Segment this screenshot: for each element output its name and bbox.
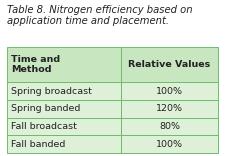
Text: Time and
Method: Time and Method: [11, 55, 60, 74]
Bar: [7, 82, 121, 100]
Text: Relative Values: Relative Values: [128, 60, 211, 69]
Text: 120%: 120%: [156, 104, 183, 113]
Text: Table 8. Nitrogen efficiency based on
application time and placement.: Table 8. Nitrogen efficiency based on ap…: [7, 5, 192, 26]
Text: Spring banded: Spring banded: [11, 104, 80, 113]
Bar: [121, 82, 218, 100]
Bar: [121, 47, 218, 82]
Bar: [7, 100, 121, 117]
Bar: [7, 47, 121, 82]
Bar: [121, 117, 218, 135]
Bar: [7, 135, 121, 153]
Bar: [7, 117, 121, 135]
Text: Fall banded: Fall banded: [11, 139, 65, 149]
Text: Spring broadcast: Spring broadcast: [11, 86, 92, 95]
Bar: [121, 135, 218, 153]
Text: Fall broadcast: Fall broadcast: [11, 122, 77, 131]
Bar: [121, 100, 218, 117]
Text: 100%: 100%: [156, 86, 183, 95]
Text: 100%: 100%: [156, 139, 183, 149]
Text: 80%: 80%: [159, 122, 180, 131]
